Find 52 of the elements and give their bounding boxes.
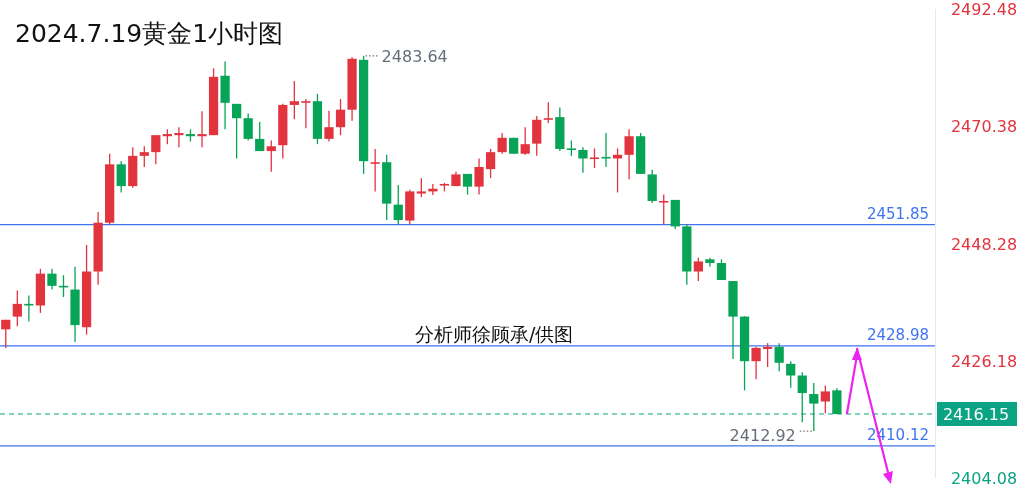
candlestick (335, 98, 346, 136)
ref-line-label: 2451.85 (866, 204, 929, 223)
candlestick (520, 126, 530, 156)
candlestick (324, 110, 334, 143)
candlestick (832, 387, 842, 415)
candlestick (370, 148, 380, 193)
ref-line-label: 2428.98 (866, 325, 929, 344)
candlestick (243, 112, 253, 142)
candlestick (820, 384, 830, 414)
candlestick (624, 128, 634, 180)
candlestick (151, 134, 161, 165)
chart-title: 2024.7.19黄金1小时图 (15, 19, 284, 48)
candlestick (197, 110, 207, 149)
candlestick (232, 103, 242, 160)
candlestick (416, 177, 426, 198)
candlestick (578, 146, 588, 174)
candlestick (612, 147, 623, 194)
candlestick (543, 101, 553, 124)
candlestick (589, 147, 600, 169)
y-tick-label: 2448.28 (950, 234, 1017, 254)
candlestick (474, 157, 484, 196)
ref-line-label: 2416.15 (942, 404, 1010, 424)
y-tick-label: 2470.38 (950, 117, 1017, 137)
candlestick (809, 382, 819, 432)
candlestick (774, 342, 784, 372)
annotation: 分析师徐顾承/供图 (415, 323, 574, 345)
candlestick (659, 193, 669, 225)
annotation: 2483.64 (381, 46, 448, 66)
candlestick (763, 342, 773, 368)
candlestick (289, 80, 299, 120)
candlestick (751, 346, 761, 380)
candlestick (1, 319, 11, 349)
annotation: 2412.92 (729, 426, 796, 446)
candlestick (786, 360, 796, 389)
candlestick (693, 257, 703, 282)
y-tick-label: 2492.48 (950, 0, 1017, 19)
candlestick (12, 289, 22, 327)
candlestick (116, 160, 126, 194)
candlestick (393, 184, 403, 225)
candlestick (797, 371, 807, 423)
y-tick-label: 2404.08 (950, 469, 1017, 487)
candlestick (47, 268, 57, 291)
candlestick (139, 145, 149, 168)
candlestick (301, 98, 311, 129)
candlestick (266, 139, 276, 173)
candlestick (485, 148, 496, 179)
candlestick (601, 132, 611, 168)
candlestick (255, 121, 265, 152)
candlestick (532, 115, 542, 157)
y-tick-label: 2426.18 (950, 351, 1017, 371)
candlestick (174, 126, 184, 149)
candlestick (497, 132, 507, 155)
